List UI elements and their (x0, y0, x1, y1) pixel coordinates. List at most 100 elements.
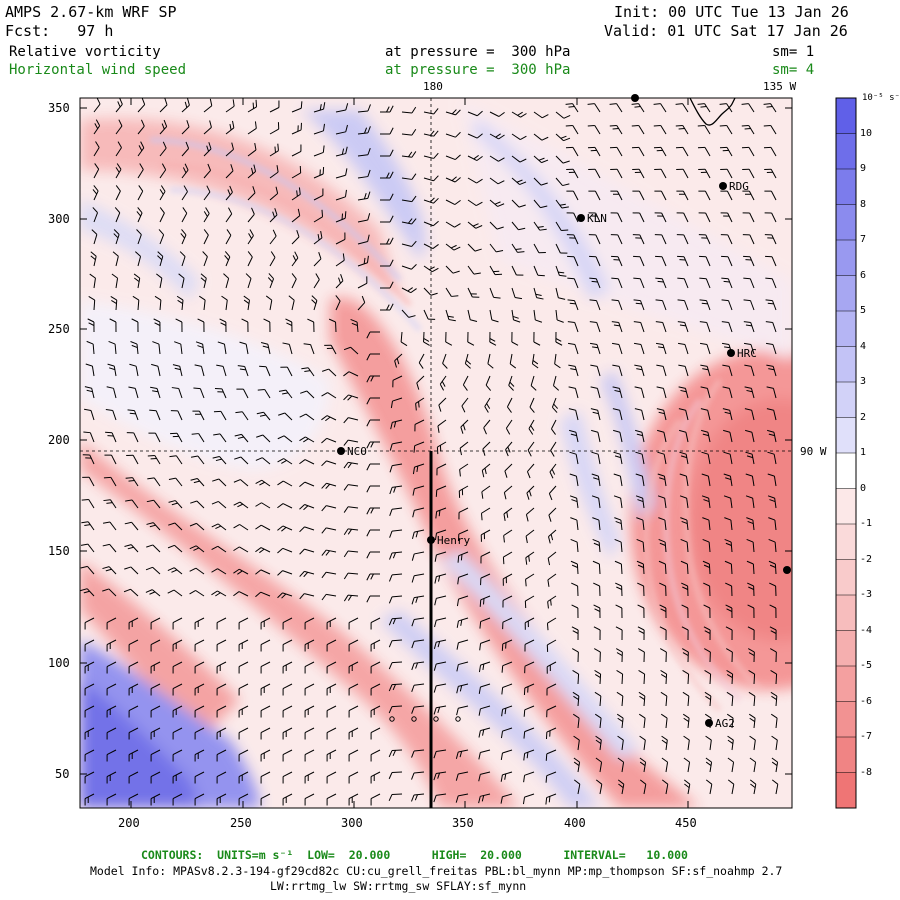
wind-barb (277, 525, 293, 532)
wind-barb (458, 485, 469, 498)
wind-barb (411, 595, 425, 605)
wind-barb (321, 460, 337, 467)
wind-barb (503, 485, 513, 500)
wind-barb (313, 188, 324, 201)
wind-barb (467, 331, 475, 346)
wind-barb (84, 617, 95, 630)
wind-barb (238, 617, 249, 630)
wind-barb (238, 793, 249, 806)
wind-barb (523, 727, 535, 739)
wind-barb (216, 683, 227, 696)
wind-barb (566, 190, 579, 201)
wind-barb (588, 168, 601, 179)
wind-barb (348, 793, 359, 806)
wind-barb (548, 529, 557, 544)
wind-barb (255, 591, 271, 598)
wind-barb (555, 111, 571, 119)
wind-barb (380, 281, 394, 289)
wind-barb (594, 691, 602, 707)
wind-barb (106, 749, 117, 762)
wind-barb (357, 295, 366, 311)
wind-barb (299, 593, 315, 600)
wind-barb (682, 691, 690, 707)
wind-barb (572, 670, 580, 685)
wind-barb (657, 495, 667, 509)
wind-barb (324, 344, 337, 355)
wind-barb (502, 595, 513, 608)
wind-barb (725, 582, 733, 597)
model-title: AMPS 2.67-km WRF SP (5, 3, 177, 21)
wind-barb (357, 191, 371, 201)
wind-barb (503, 529, 513, 543)
wind-barb (591, 495, 601, 509)
colorbar-label: 6 (860, 269, 867, 281)
colorbar-label: 3 (860, 376, 867, 387)
wind-barb (322, 368, 337, 377)
wind-barb (194, 793, 205, 806)
wind-barb (445, 154, 461, 161)
wind-barb (545, 727, 557, 740)
wind-barb (277, 480, 293, 487)
wind-barb (115, 185, 121, 201)
wind-barb (552, 375, 560, 391)
wind-barb (366, 551, 380, 559)
wind-barb (655, 342, 667, 355)
wind-barb (380, 171, 394, 179)
wind-barb (511, 133, 527, 141)
wind-barb (555, 221, 569, 232)
wind-barb (573, 757, 581, 773)
wind-barb (179, 251, 186, 267)
wind-barb (411, 683, 425, 692)
wind-barb (174, 341, 183, 355)
wind-barb (550, 441, 557, 457)
wind-barb (724, 517, 733, 531)
wind-barb (554, 353, 561, 369)
wind-barb (211, 590, 227, 597)
wind-barb (501, 683, 513, 695)
wind-barb (637, 582, 645, 597)
wind-barb (657, 429, 667, 443)
wind-barb (202, 251, 208, 267)
colorbar-box (836, 382, 856, 418)
wind-barb (301, 367, 315, 377)
wind-barb (150, 771, 161, 784)
wind-barb (485, 375, 492, 391)
colorbar-label: 9 (860, 163, 867, 174)
wind-barb (304, 683, 315, 696)
wind-barb (723, 429, 733, 443)
wind-barb (335, 146, 348, 157)
wind-barb (304, 661, 315, 674)
wind-barb (343, 439, 359, 446)
wind-barb (771, 757, 779, 773)
wind-barb (200, 273, 207, 289)
wind-barb (610, 212, 623, 223)
wind-barb (109, 318, 117, 333)
wind-barb (567, 299, 579, 311)
wind-barb (380, 303, 394, 311)
wind-barb (175, 318, 183, 333)
wind-barb (555, 331, 563, 346)
wind-barb (181, 207, 188, 223)
wind-barb (456, 661, 469, 672)
wind-barb (401, 128, 417, 136)
wind-barb (770, 691, 778, 707)
wind-barb (299, 481, 315, 487)
wind-barb (660, 691, 668, 707)
wind-barb (433, 793, 447, 803)
wind-barb (194, 639, 205, 652)
wind-barb (255, 502, 271, 509)
wind-barb (291, 187, 301, 201)
colorbar-label: -5 (860, 660, 873, 671)
wind-barb (502, 551, 513, 565)
wind-barb (194, 683, 205, 696)
wind-barb (93, 141, 100, 157)
wind-barb (505, 441, 513, 457)
wind-barb (304, 727, 315, 740)
wind-barb (697, 124, 711, 135)
wind-barb (524, 661, 535, 674)
colorbar-box (836, 559, 856, 595)
wind-barb (389, 441, 403, 451)
wind-barb (335, 211, 347, 223)
wind-barb (282, 727, 293, 740)
wind-barb (389, 507, 403, 516)
